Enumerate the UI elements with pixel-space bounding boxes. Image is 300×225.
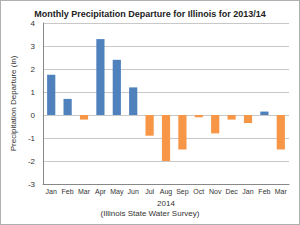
svg-text:Oct: Oct [193,188,204,195]
svg-text:Jul: Jul [145,188,154,195]
svg-text:May: May [110,188,124,196]
svg-text:Nov: Nov [209,188,222,195]
svg-text:Jan: Jan [242,188,253,195]
svg-text:4: 4 [31,19,36,28]
svg-text:Aug: Aug [160,188,173,196]
svg-text:Jan: Jan [46,188,57,195]
svg-text:0: 0 [31,111,36,120]
svg-text:-1: -1 [28,134,36,143]
svg-text:Monthly Precipitation Departur: Monthly Precipitation Departure for Illi… [34,9,266,19]
svg-text:Jun: Jun [128,188,139,195]
svg-text:Mar: Mar [275,188,288,195]
svg-text:2: 2 [31,65,36,74]
svg-text:Precipitation Departure (in): Precipitation Departure (in) [9,55,18,151]
svg-text:2014: 2014 [157,199,175,208]
svg-text:(Illinois State Water Survey): (Illinois State Water Survey) [101,209,200,218]
svg-text:-2: -2 [28,157,36,166]
svg-text:1: 1 [31,88,36,97]
svg-text:-3: -3 [28,180,36,189]
svg-text:Feb: Feb [62,188,74,195]
svg-text:Apr: Apr [95,188,107,196]
svg-text:Dec: Dec [225,188,238,195]
svg-text:3: 3 [31,42,36,51]
svg-text:Sep: Sep [176,188,189,196]
svg-text:Feb: Feb [258,188,270,195]
svg-text:Mar: Mar [78,188,91,195]
